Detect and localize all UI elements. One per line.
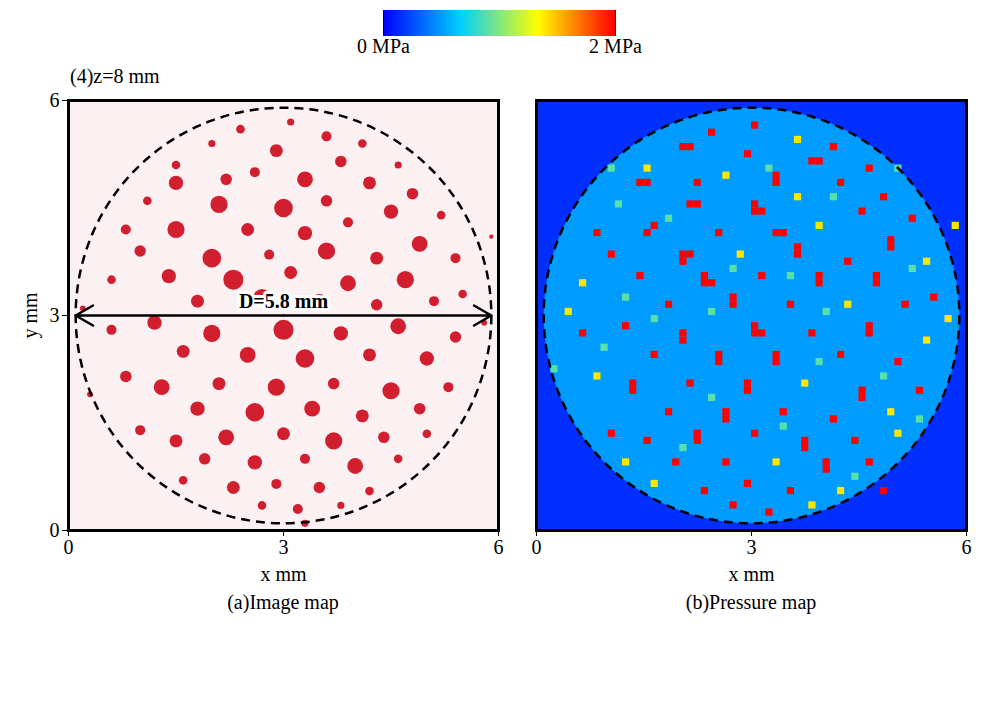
html-text:(b)Pressure map: (b)Pressure map [685,591,817,613]
svg-text:x mm: x mm [260,563,307,585]
svg-text:0: 0 [50,519,60,541]
svg-text:3: 3 [50,304,60,326]
svg-text:D=5.8 mm: D=5.8 mm [239,290,329,312]
svg-text:6: 6 [50,90,60,111]
svg-text:6: 6 [494,536,504,558]
svg-text:0: 0 [532,536,542,558]
svg-text:0 MPa: 0 MPa [357,35,410,57]
html-text:(4)z=8 mm: (4)z=8 mm [70,65,160,87]
svg-text:3: 3 [747,536,757,558]
svg-text:6: 6 [962,536,972,558]
svg-text:x mm: x mm [728,563,775,585]
svg-text:2 MPa: 2 MPa [589,35,642,57]
svg-text:3: 3 [279,536,289,558]
svg-text:y mm: y mm [19,292,42,339]
svg-text:0: 0 [64,536,74,558]
html-text:(a)Image map: (a)Image map [227,591,339,613]
